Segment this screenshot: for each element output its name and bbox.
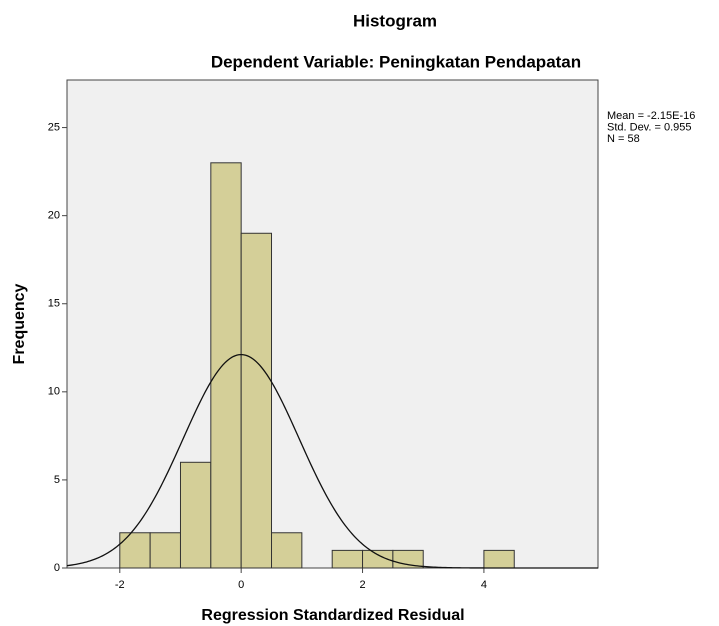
bar [210,162,242,569]
x-tick-label: -2 [115,579,125,591]
y-axis-title: Frequency [11,283,28,364]
normal-curve [66,353,598,569]
y-tick-label: 15 [48,298,60,310]
y-tick-label: 20 [48,210,60,222]
x-tick-label: 0 [238,579,244,591]
chart-title: Histogram [353,11,437,30]
y-tick-label: 10 [48,386,60,398]
bar [392,549,424,569]
y-tick-label: 25 [48,121,60,133]
bar [483,549,515,569]
stat-label: Mean = -2.15E-16 [607,110,695,122]
x-tick-label: 4 [481,579,487,591]
stat-label: Std. Dev. = 0.955 [607,121,692,133]
x-tick-label: 2 [359,579,365,591]
y-tick-label: 5 [54,474,60,486]
chart-subtitle: Dependent Variable: Peningkatan Pendapat… [211,52,581,71]
bar [240,232,273,569]
bar [119,532,151,569]
stat-label: N = 58 [607,133,640,145]
bar [179,461,212,569]
plot-area [66,79,599,569]
bar [271,532,303,569]
x-axis-title: Regression Standardized Residual [201,607,464,624]
bar [331,549,364,569]
bar [149,532,181,569]
y-tick-label: 0 [54,562,60,574]
